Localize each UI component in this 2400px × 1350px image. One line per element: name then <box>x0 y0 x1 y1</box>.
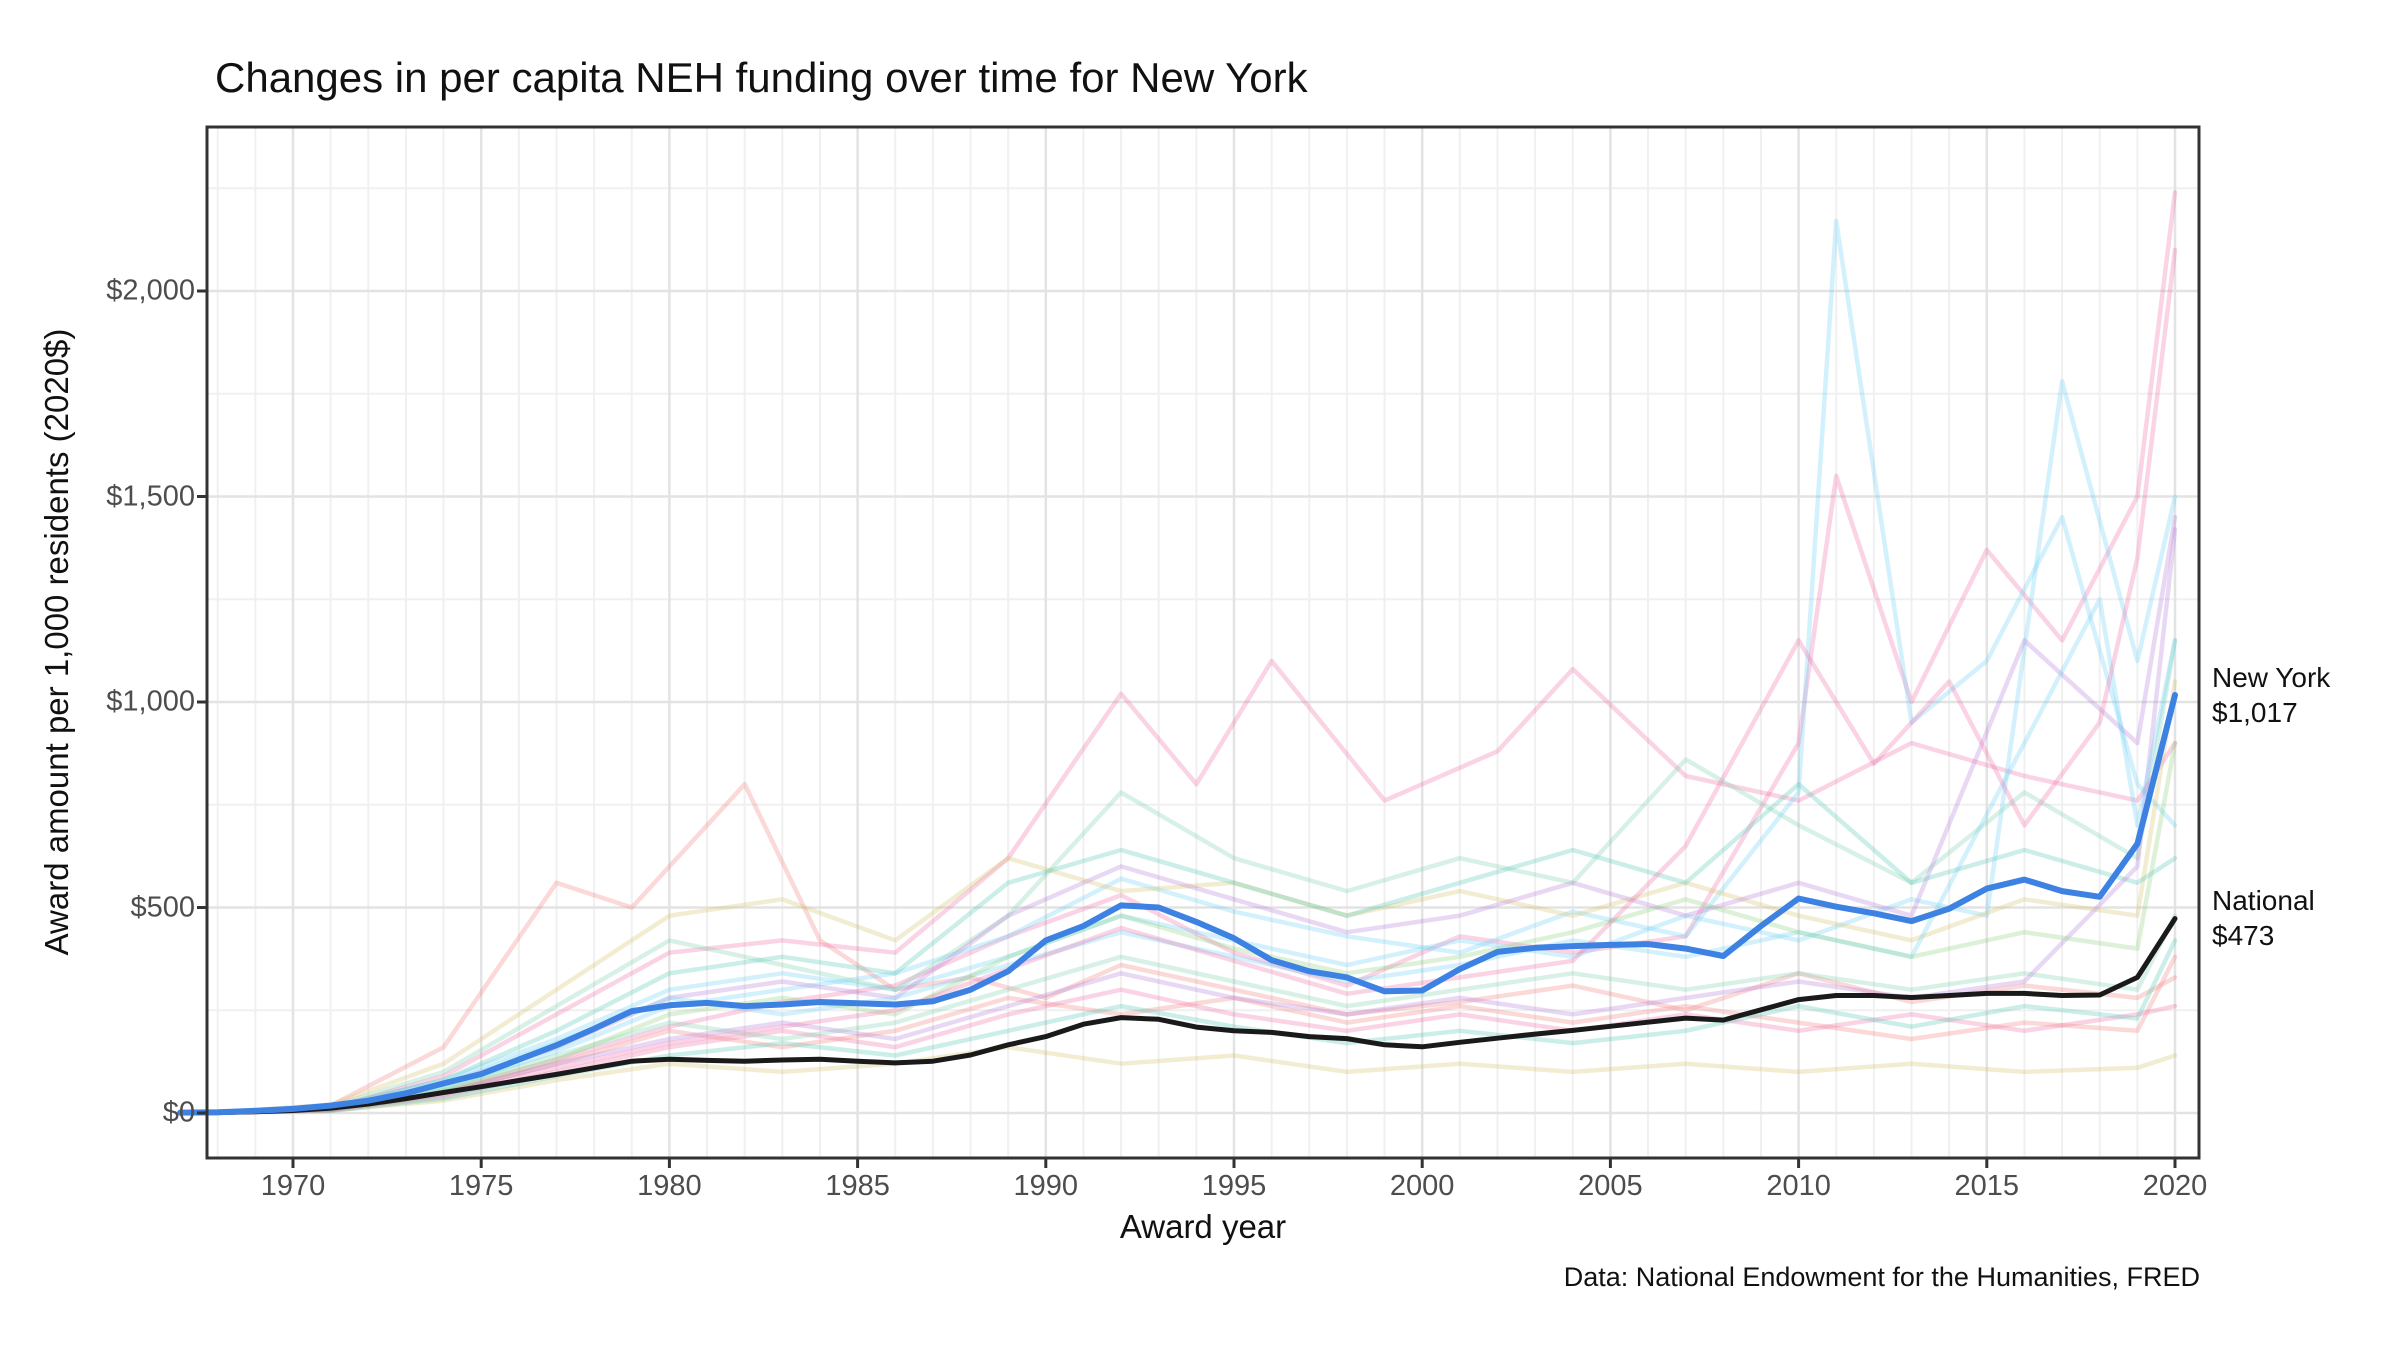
x-tick-label: 2020 <box>2142 1170 2208 1202</box>
x-tick-label: 1980 <box>637 1170 702 1202</box>
background-state-line <box>215 379 2178 1115</box>
annotation-national-label: National <box>2212 885 2315 916</box>
background-state-line <box>215 247 2178 1115</box>
x-tick-label: 1995 <box>1201 1170 1267 1202</box>
background-state-line <box>215 218 2178 1115</box>
annotation-national: National $473 <box>2212 883 2315 953</box>
x-tick-label: 1990 <box>1013 1170 1079 1202</box>
background-state-line <box>215 1044 2178 1115</box>
y-tick-label: $1,500 <box>106 480 195 512</box>
x-tick-label: 2015 <box>1954 1170 2020 1202</box>
x-tick-label: 1975 <box>448 1170 514 1202</box>
background-state-line <box>215 781 2178 1115</box>
y-axis-title: Award amount per 1,000 residents (2020$) <box>38 328 75 956</box>
background-state-line <box>215 679 2178 1115</box>
panel-border <box>205 125 2201 1160</box>
x-tick-label: 2000 <box>1389 1170 1455 1202</box>
annotation-new-york-value: $1,017 <box>2212 697 2298 728</box>
annotation-national-value: $473 <box>2212 920 2275 951</box>
y-tick-label: $0 <box>162 1096 195 1129</box>
x-tick-label: 2005 <box>1578 1170 1643 1202</box>
x-tick-label: 2010 <box>1766 1170 1831 1202</box>
chart-title: Changes in per capita NEH funding over t… <box>215 54 1308 101</box>
chart-panel <box>207 127 2199 1158</box>
x-tick-label: 1970 <box>260 1170 326 1202</box>
y-tick-label: $500 <box>130 891 195 923</box>
background-state-line <box>215 781 2178 1115</box>
background-state-line <box>215 740 2178 1115</box>
annotation-new-york-label: New York <box>2212 662 2331 693</box>
new-york-line <box>177 692 2178 1116</box>
national-line <box>177 916 2178 1116</box>
background-state-line <box>215 658 2178 1115</box>
background-state-line <box>215 190 2178 1115</box>
annotation-new-york: New York $1,017 <box>2212 660 2330 730</box>
y-tick-label: $1,000 <box>106 685 195 718</box>
x-tick-label: 1985 <box>825 1170 890 1202</box>
background-state-line <box>215 954 2178 1115</box>
background-state-line <box>215 913 2178 1115</box>
data-source-caption: Data: National Endowment for the Humanit… <box>1563 1262 2200 1292</box>
x-axis-title: Award year <box>1119 1208 1287 1245</box>
background-state-line <box>215 638 2178 1115</box>
y-tick-label: $2,000 <box>106 274 195 307</box>
